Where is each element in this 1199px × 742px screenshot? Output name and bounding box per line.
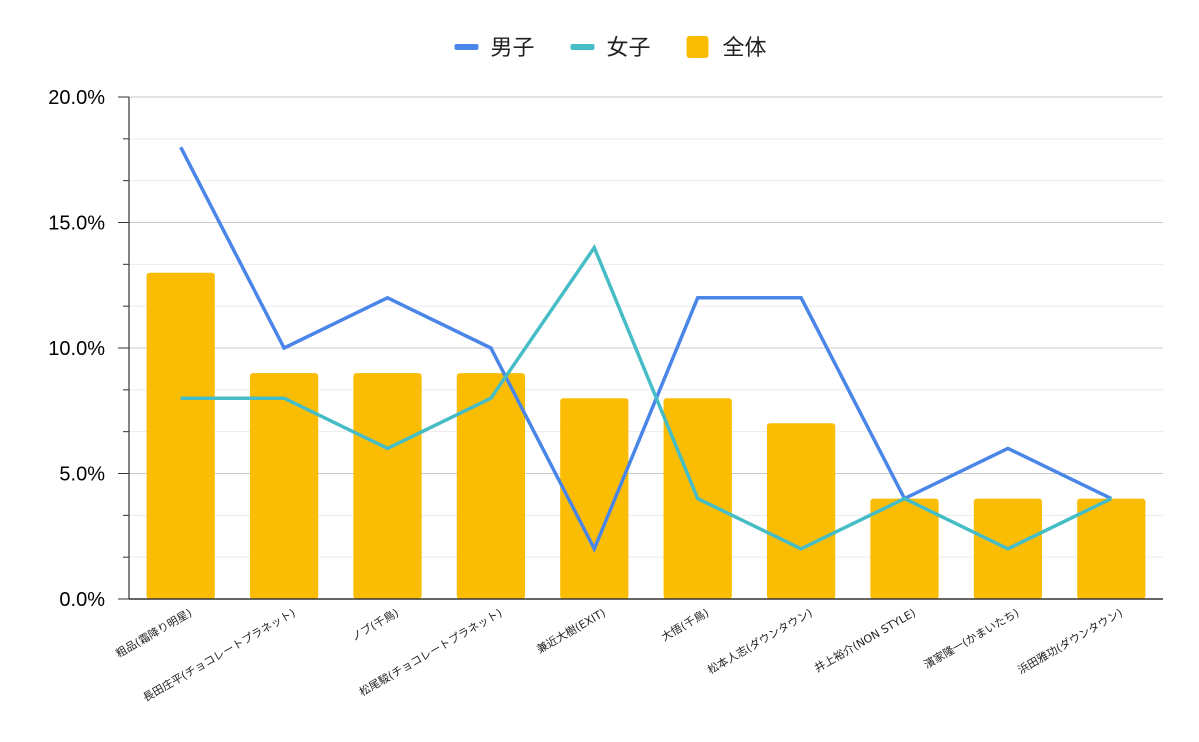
lines <box>179 146 1113 553</box>
bar-全体 <box>766 423 836 599</box>
x-tick-label: 大悟(千鳥) <box>659 605 712 643</box>
bars <box>146 272 1146 599</box>
bar-全体 <box>1077 498 1146 599</box>
bar-全体 <box>456 373 526 599</box>
y-tick-label: 5.0% <box>59 464 105 486</box>
legend-item-女子[interactable]: 女子 <box>570 36 651 61</box>
x-tick-label: 濱家隆一(かまいたち) <box>921 605 1021 671</box>
bar-全体 <box>560 398 629 599</box>
legend-swatch <box>570 44 595 50</box>
x-tick-label: 松本人志(ダウンタウン) <box>705 605 815 676</box>
y-tick-label: 10.0% <box>48 338 105 360</box>
bar-全体 <box>353 373 422 599</box>
y-tick-label: 15.0% <box>48 213 105 235</box>
legend-label: 全体 <box>723 36 767 61</box>
x-tick-label: ノブ(千鳥) <box>348 605 401 643</box>
y-tick-labels: 0.0% 5.0% 10.0% 15.0% 20.0% <box>48 87 105 611</box>
legend-label: 女子 <box>607 36 651 61</box>
bar-全体 <box>870 498 939 599</box>
legend-label: 男子 <box>491 36 535 61</box>
x-tick-labels: 粗品(霜降り明星)長田庄平(チョコレートプラネット) ノブ(千鳥)松尾駿(チョコレ… <box>113 605 1125 704</box>
y-tick-label: 0.0% <box>59 589 105 611</box>
axes <box>118 96 1163 600</box>
y-tick-label: 20.0% <box>48 87 105 109</box>
x-tick-label: 粗品(霜降り明星) <box>113 605 194 660</box>
bar-全体 <box>249 373 319 599</box>
bar-全体 <box>146 272 215 599</box>
x-tick-label: 井上裕介(NON STYLE) <box>812 605 918 674</box>
legend: 男子 女子 全体 <box>454 36 767 61</box>
x-tick-label: 兼近大樹(EXIT) <box>534 605 608 656</box>
legend-swatch <box>686 36 709 58</box>
line-series-男子 <box>179 146 1113 553</box>
legend-item-全体[interactable]: 全体 <box>686 36 767 61</box>
legend-swatch <box>454 44 479 50</box>
line-series-女子 <box>180 243 1113 551</box>
legend-item-男子[interactable]: 男子 <box>454 36 535 61</box>
x-tick-label: 浜田雅功(ダウンタウン) <box>1015 605 1125 676</box>
